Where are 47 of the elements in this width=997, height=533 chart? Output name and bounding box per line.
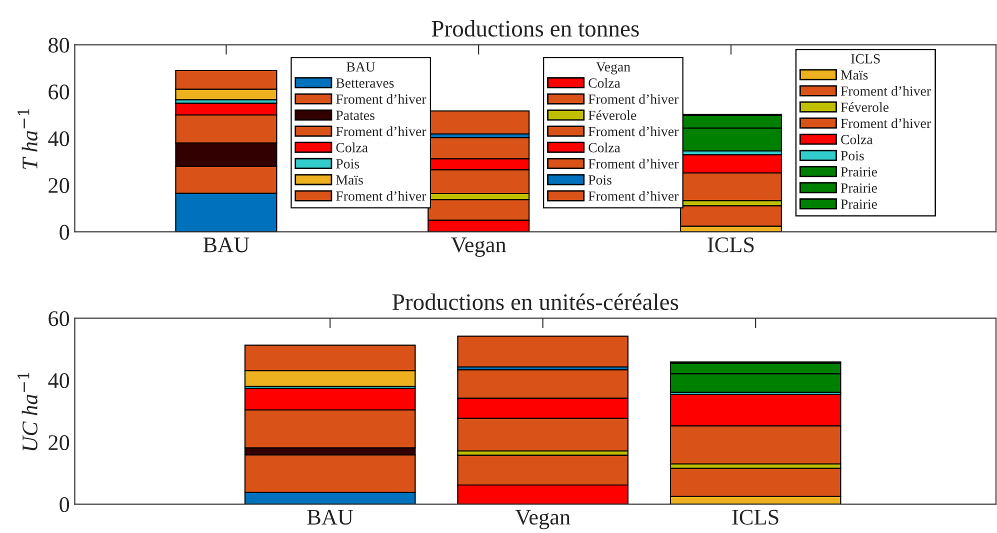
legend-label: Colza: [336, 142, 368, 152]
y-tick-label: 20: [48, 435, 70, 450]
legend-label: Pois: [588, 175, 612, 185]
y-tick-label: 60: [48, 311, 70, 326]
legend-label: Froment d’hiver: [336, 94, 426, 104]
x-tick-label: BAU: [307, 510, 354, 525]
legend-label: Froment d’hiver: [336, 126, 426, 136]
legend-label: Betteraves: [336, 78, 394, 88]
category-label: BAU: [346, 62, 376, 72]
x-tick-label: ICLS: [732, 510, 778, 525]
legend-label: Colza: [588, 78, 620, 88]
legend-label: Prairie: [840, 200, 877, 209]
legend-label: Froment d’hiver: [588, 94, 679, 104]
y-tick-label: 20: [48, 178, 70, 194]
y-axis-title: UC ha$^{−1}$: [18, 372, 38, 450]
x-tick-label: BAU: [203, 237, 250, 252]
y-tick-label: 40: [48, 131, 70, 146]
legend-label: Maïs: [840, 70, 868, 80]
legend-label: Prairie: [840, 183, 877, 193]
legend-label: Maïs: [336, 175, 363, 185]
legend-label: Froment d’hiver: [840, 86, 931, 96]
legend-label: Pois: [840, 151, 864, 160]
y-axis-title: T ha$^{−1}$: [18, 109, 38, 169]
x-tick-label: Vegan: [451, 238, 506, 257]
y-tick-label: 0: [60, 224, 70, 240]
category-label: Vegan: [596, 62, 630, 74]
legend-label: Prairie: [840, 167, 877, 177]
chart-title: Productions en unités-céréales: [392, 293, 678, 310]
legend-label: Froment d’hiver: [336, 191, 426, 201]
x-tick-label: Vegan: [515, 510, 570, 530]
legend-label: Patates: [336, 110, 374, 120]
legend-label: Froment d’hiver: [588, 191, 679, 201]
x-tick-label: ICLS: [708, 237, 754, 252]
legend-label: Froment d’hiver: [588, 126, 679, 136]
legend-label: Féverole: [840, 102, 889, 112]
y-tick-label: 0: [60, 497, 70, 512]
legend-label: Colza: [841, 134, 873, 144]
y-tick-label: 60: [48, 84, 70, 100]
y-tick-label: 80: [48, 38, 70, 53]
legend-label: Colza: [588, 142, 620, 152]
legend-label: Pois: [336, 159, 360, 168]
legend-label: Féverole: [588, 110, 636, 120]
legend-label: Froment d’hiver: [588, 158, 679, 168]
chart-title: Productions en tonnes: [432, 20, 639, 37]
legend-label: Froment d’hiver: [840, 118, 931, 128]
category-label: ICLS: [851, 54, 880, 64]
y-tick-label: 40: [48, 373, 70, 388]
